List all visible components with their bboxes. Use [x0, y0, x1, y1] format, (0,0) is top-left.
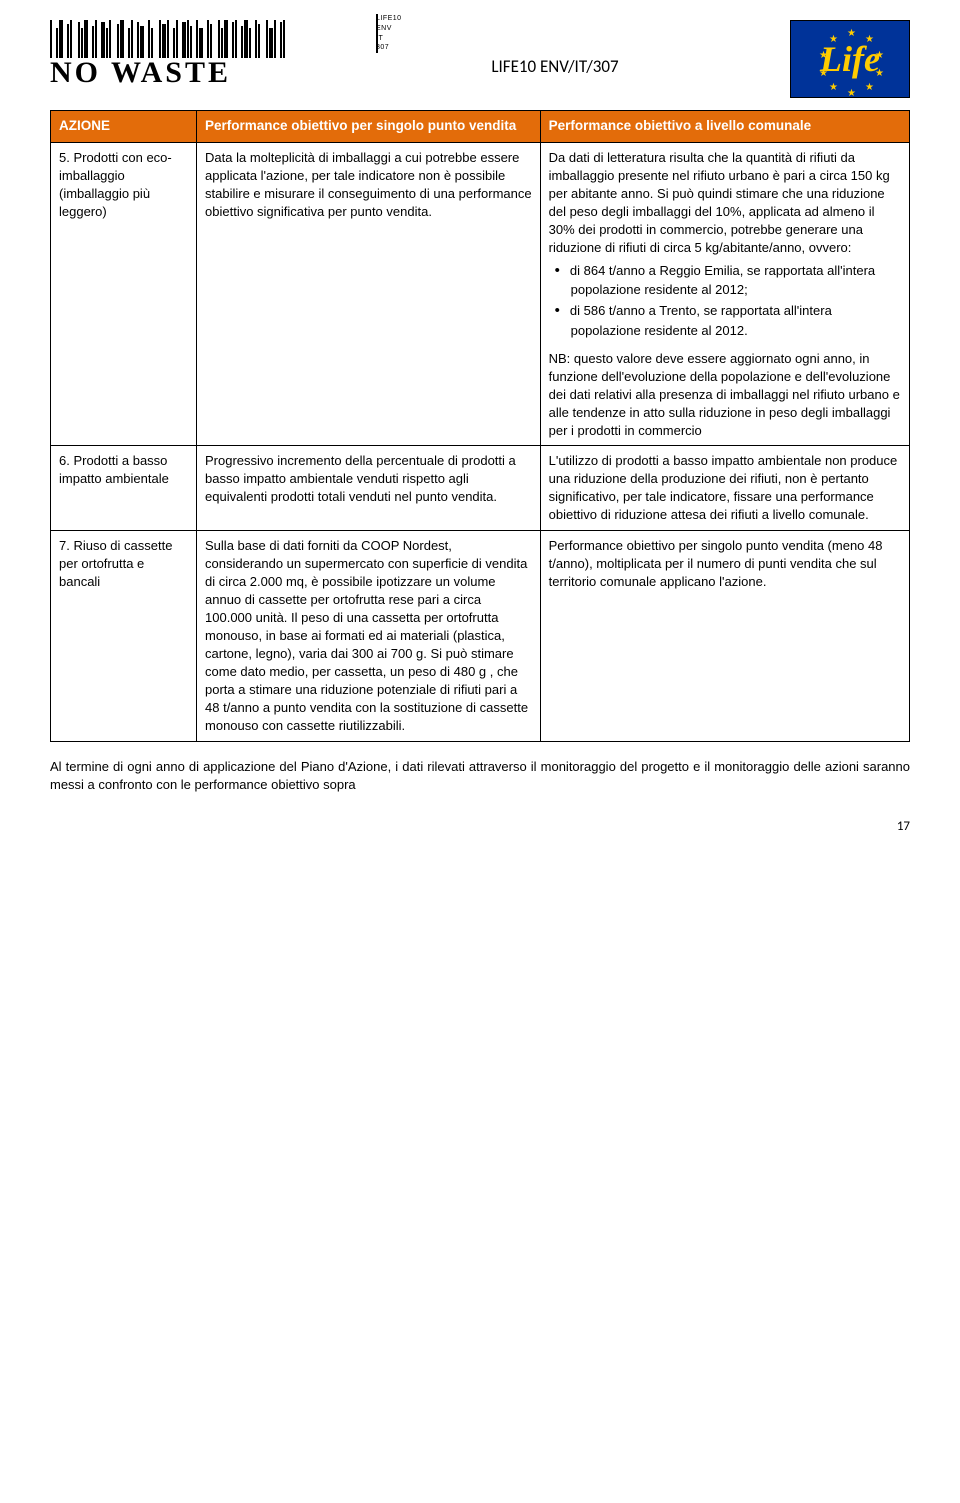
col-header-comunale: Performance obiettivo a livello comunale: [540, 111, 909, 143]
col-header-singolo: Performance obiettivo per singolo punto …: [197, 111, 541, 143]
cell-comunale: Da dati di letteratura risulta che la qu…: [540, 142, 909, 446]
table-row: 5. Prodotti con eco-imballaggio (imballa…: [51, 142, 910, 446]
table-row: 7. Riuso di cassette per ortofrutta e ba…: [51, 531, 910, 741]
eu-life-flag-icon: ★ ★ ★ ★ ★ ★ ★ ★ ★ ★ Life: [790, 20, 910, 98]
cell-singolo: Sulla base di dati forniti da COOP Norde…: [197, 531, 541, 741]
page-header: LIFE10 ENV IT 307 NO WASTE LIFE10 ENV/IT…: [50, 20, 910, 98]
cell-singolo: Data la molteplicità di imballaggi a cui…: [197, 142, 541, 446]
cell-comunale: L'utilizzo di prodotti a basso impatto a…: [540, 446, 909, 531]
table-row: 6. Prodotti a basso impatto ambientale P…: [51, 446, 910, 531]
col-header-azione: AZIONE: [51, 111, 197, 143]
barcode-label: LIFE10 ENV IT 307: [376, 14, 378, 53]
cell-text: Da dati di letteratura risulta che la qu…: [549, 149, 901, 257]
footer-paragraph: Al termine di ogni anno di applicazione …: [50, 758, 910, 795]
cell-singolo: Progressivo incremento della percentuale…: [197, 446, 541, 531]
cell-comunale: Performance obiettivo per singolo punto …: [540, 531, 909, 741]
cell-azione: 6. Prodotti a basso impatto ambientale: [51, 446, 197, 531]
list-item: di 864 t/anno a Reggio Emilia, se rappor…: [549, 261, 901, 300]
performance-table: AZIONE Performance obiettivo per singolo…: [50, 110, 910, 742]
page-number: 17: [50, 818, 910, 836]
logo-left: LIFE10 ENV IT 307 NO WASTE: [50, 20, 320, 94]
bullet-list: di 864 t/anno a Reggio Emilia, se rappor…: [549, 261, 901, 340]
logo-text: NO WASTE: [50, 52, 320, 94]
cell-azione: 7. Riuso di cassette per ortofrutta e ba…: [51, 531, 197, 741]
cell-note: NB: questo valore deve essere aggiornato…: [549, 350, 901, 440]
header-title: LIFE10 ENV/IT/307: [491, 20, 618, 79]
list-item: di 586 t/anno a Trento, se rapportata al…: [549, 301, 901, 340]
cell-azione: 5. Prodotti con eco-imballaggio (imballa…: [51, 142, 197, 446]
